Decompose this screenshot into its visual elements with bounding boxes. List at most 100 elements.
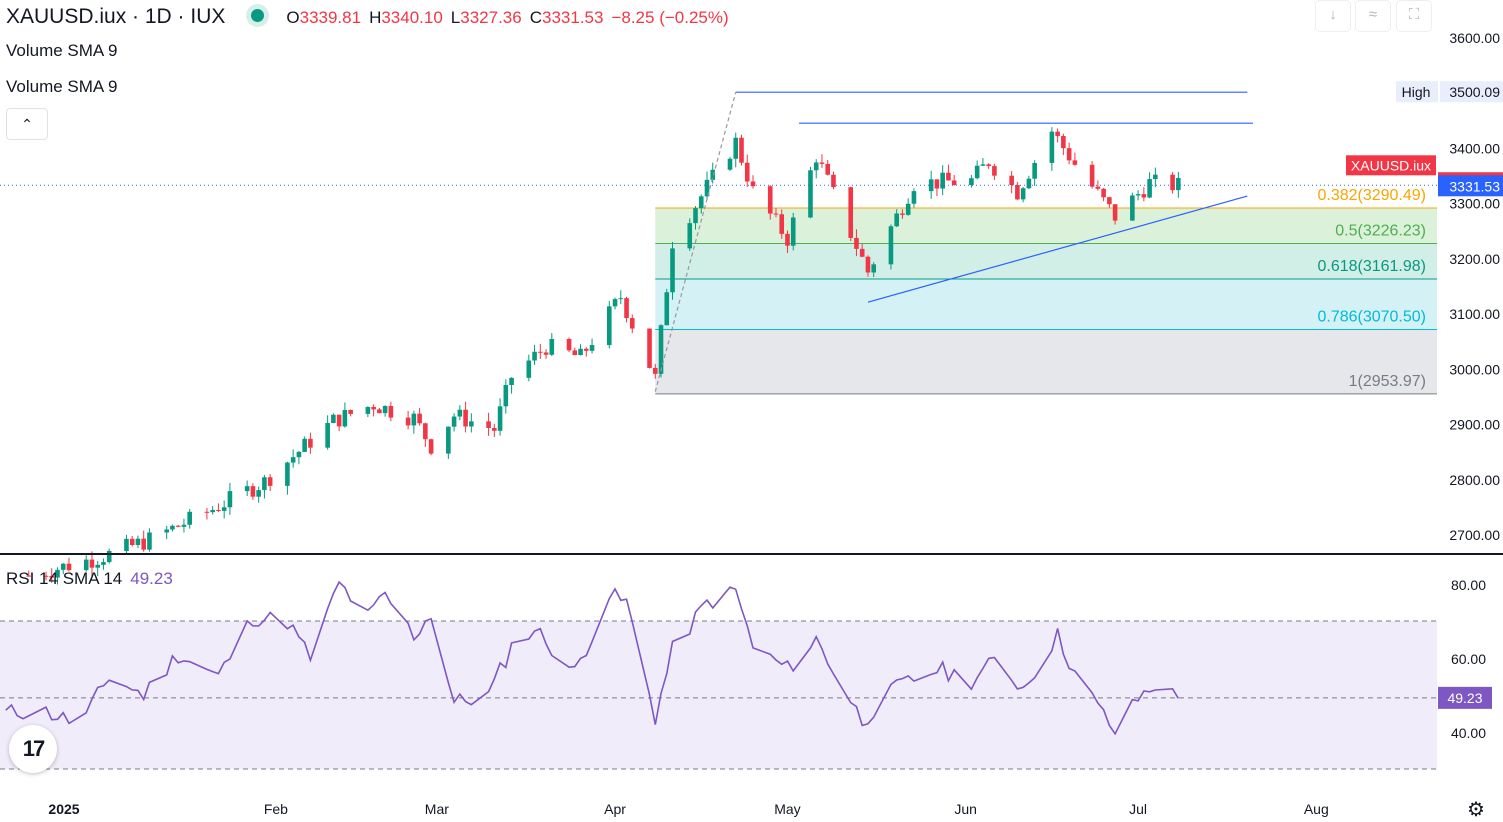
candle-body <box>66 563 72 571</box>
candle <box>652 363 658 379</box>
candle <box>486 412 491 436</box>
rsi-value: 49.23 <box>130 569 173 588</box>
candle-body <box>572 350 578 356</box>
candle-body <box>101 562 106 565</box>
candle-body <box>670 248 675 293</box>
candle <box>469 413 474 433</box>
candle <box>733 132 739 168</box>
candle <box>578 344 583 356</box>
candle-body <box>808 170 813 218</box>
candle-body <box>566 338 572 351</box>
candle-body <box>779 214 785 234</box>
fib-level-label: 0.618(3161.98) <box>1317 258 1426 275</box>
toolbar-maximize-button[interactable]: ⛶ <box>1396 0 1432 32</box>
candle <box>204 507 210 520</box>
candle-body <box>1141 194 1147 198</box>
candle-body <box>446 426 451 454</box>
candle-body <box>934 179 940 189</box>
candle <box>377 407 382 414</box>
candle-body <box>492 428 497 431</box>
fibonacci-retracement[interactable]: 0.382(3290.49) 0.5(3226.23) 0.618(3161.98)… <box>655 187 1437 395</box>
candle <box>538 343 543 359</box>
chevron-up-icon: ⌃ <box>21 116 33 132</box>
candle <box>854 229 859 257</box>
axes: 3600.003500.003400.003300.003200.003100.… <box>48 30 1503 817</box>
candle <box>348 409 353 417</box>
price-axis-tick: 3300.00 <box>1449 196 1500 212</box>
candle <box>629 314 635 334</box>
candle-body <box>974 165 980 179</box>
candle-body <box>348 409 353 414</box>
candle-body <box>95 564 101 568</box>
candle <box>1049 127 1055 171</box>
high-label: High <box>1402 84 1431 100</box>
pane-divider <box>0 553 1503 555</box>
candle-body <box>147 532 152 550</box>
candle <box>49 568 55 583</box>
candle-body <box>181 524 187 527</box>
candle-body <box>1032 162 1037 179</box>
market-status-icon <box>251 9 265 22</box>
candle <box>221 500 227 519</box>
candle <box>503 379 509 414</box>
candle <box>1015 181 1020 201</box>
candle <box>457 405 463 421</box>
candle-body <box>549 338 555 355</box>
rsi-header[interactable]: RSI 14 SMA 14 49.23 <box>6 569 173 589</box>
drawings[interactable] <box>0 91 1437 392</box>
candle <box>129 535 135 547</box>
candle-body <box>382 405 388 414</box>
candle <box>244 480 250 497</box>
candle-body <box>1061 135 1066 149</box>
candle-body <box>256 490 261 497</box>
ascending-trendline <box>867 195 1248 303</box>
rsi-band <box>0 621 1437 769</box>
candle-body <box>469 421 474 427</box>
candle-body <box>664 292 670 326</box>
candle <box>589 338 595 354</box>
candle <box>463 401 468 433</box>
candle <box>417 408 422 426</box>
toolbar-arrow-button[interactable]: ↓ <box>1315 0 1351 32</box>
candle-body <box>578 348 583 356</box>
symbol-title[interactable]: XAUUSD.iux · 1D · IUX <box>6 5 226 28</box>
candle <box>871 262 876 278</box>
high-tag <box>1396 81 1438 103</box>
close-value: 3331.53 <box>542 8 604 27</box>
candle-body <box>911 191 917 204</box>
candle <box>583 347 589 357</box>
candle <box>888 224 894 270</box>
candle-body <box>865 256 871 273</box>
tradingview-logo[interactable]: 17 <box>9 725 57 773</box>
candle-body <box>221 507 227 511</box>
candle-body <box>739 137 744 163</box>
candle-body <box>710 169 716 180</box>
collapse-indicators-button[interactable]: ⌃ <box>6 108 48 140</box>
candle <box>698 194 704 214</box>
toolbar-collapse-button[interactable]: ≈ <box>1355 0 1391 32</box>
candle-body <box>1112 204 1118 221</box>
indicator-volume-sma-2[interactable]: Volume SMA 9 <box>6 77 118 96</box>
candle <box>66 557 72 572</box>
candle-body <box>583 348 589 351</box>
indicator-volume-sma-1[interactable]: Volume SMA 9 <box>6 41 118 60</box>
candle-body <box>1066 148 1072 161</box>
candle <box>647 328 652 369</box>
candle <box>969 174 974 188</box>
candle <box>124 534 129 554</box>
gear-icon[interactable]: ⚙ <box>1467 799 1485 821</box>
candle <box>210 506 215 515</box>
candle <box>1095 180 1101 191</box>
candle-body <box>164 529 169 533</box>
candle <box>1061 133 1066 156</box>
candle <box>331 413 336 424</box>
candle-body <box>175 525 181 527</box>
candle <box>1089 161 1095 189</box>
rsi-pane: 80.00 60.00 40.00 49.23 <box>0 577 1492 770</box>
candle <box>411 410 417 434</box>
candle <box>256 486 261 503</box>
candle-body <box>216 509 221 511</box>
candle-body <box>244 486 250 492</box>
price-axis-tick: 3200.00 <box>1449 251 1500 267</box>
